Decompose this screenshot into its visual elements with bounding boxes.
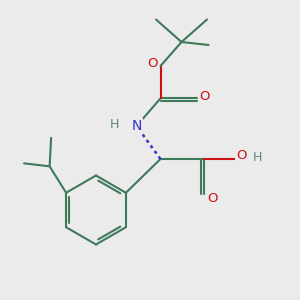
Text: H: H [110, 118, 120, 131]
Text: N: N [131, 119, 142, 133]
Text: O: O [207, 191, 218, 205]
Text: H: H [252, 151, 262, 164]
Text: O: O [236, 149, 247, 162]
Text: O: O [199, 89, 209, 103]
Text: O: O [147, 57, 157, 70]
